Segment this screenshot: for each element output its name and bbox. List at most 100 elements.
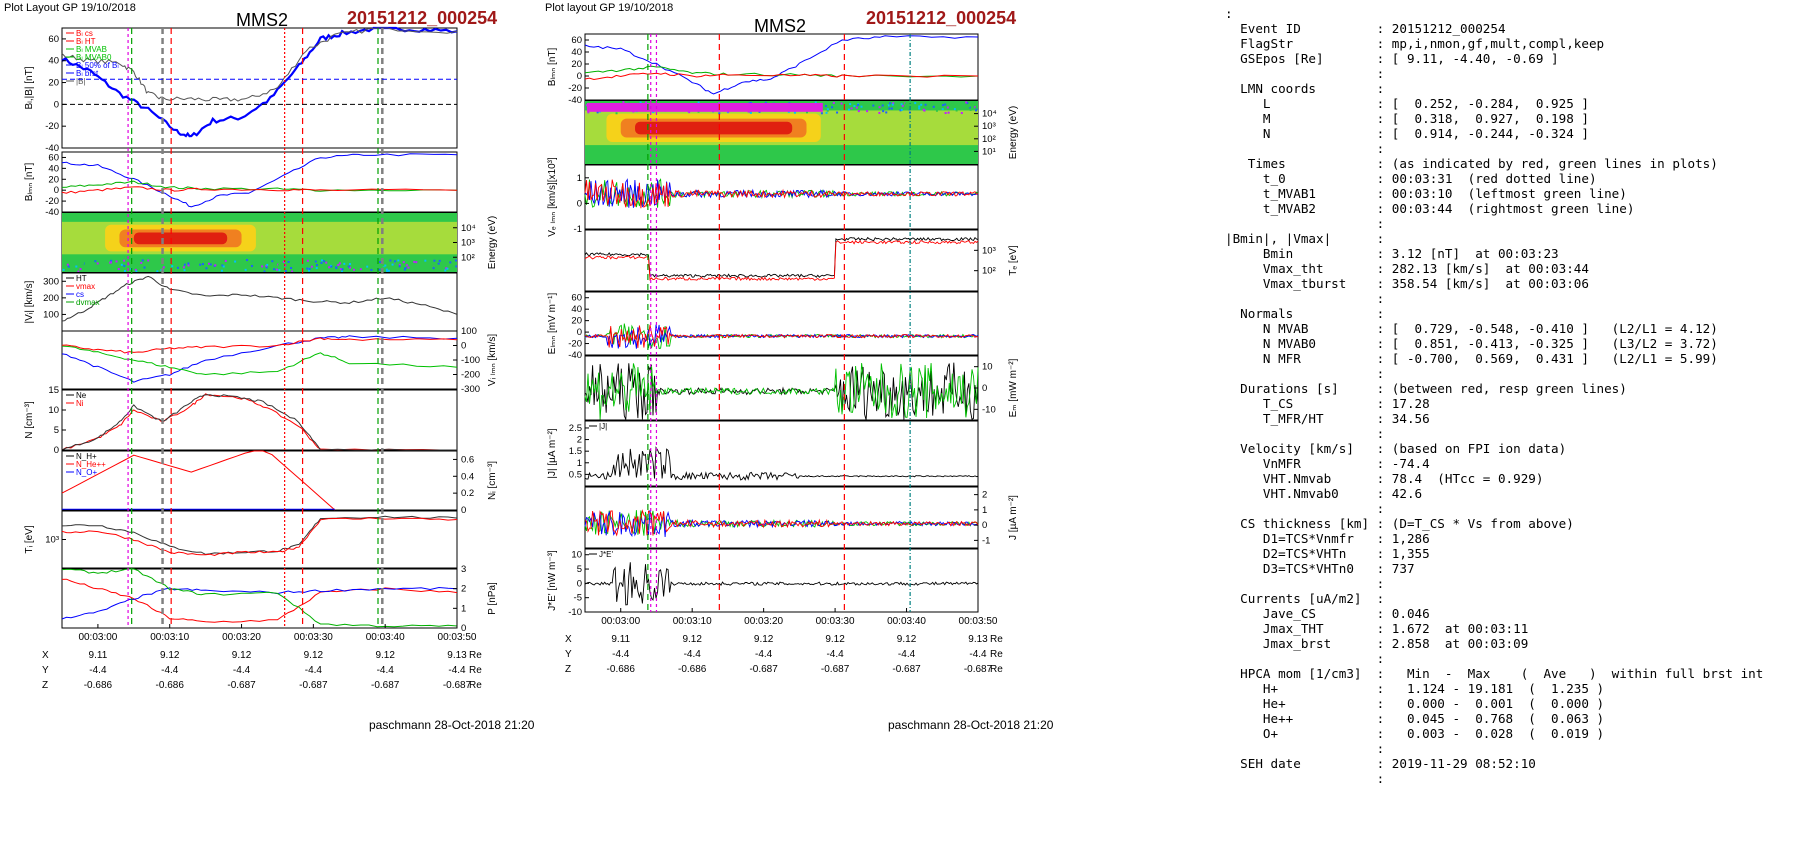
spectrogram-noise [421, 261, 424, 264]
spectrogram-noise [340, 270, 343, 272]
info-line: SEH date : 2019-11-29 08:52:10 [1240, 756, 1536, 771]
spectrogram-noise [331, 267, 334, 270]
series-line [61, 586, 458, 620]
spectrogram-noise [299, 265, 302, 268]
info-line: N : [ 0.914, -0.244, -0.324 ] [1262, 126, 1589, 141]
spectrogram-noise [394, 260, 397, 263]
time-tick-label: 00:03:40 [887, 616, 926, 627]
spectrogram-noise [82, 262, 85, 265]
series-line [61, 335, 458, 383]
info-line: CS thickness [km] : (D=T_CS * Vs from ab… [1240, 516, 1574, 531]
series-line [61, 515, 458, 555]
left-satellite-title: MMS2 [236, 10, 289, 30]
position-value: -0.686 [678, 664, 707, 675]
spectrogram-noise [209, 263, 212, 266]
y-tick-label: 10⁴ [461, 223, 476, 234]
spectrogram-noise [947, 111, 950, 114]
spectrogram-noise [445, 267, 448, 270]
spectrogram-noise [890, 107, 893, 110]
spectrogram-noise [96, 262, 99, 265]
spectrogram-noise [273, 268, 276, 271]
spectrogram-noise [123, 259, 126, 262]
spectrogram-noise [147, 259, 150, 262]
info-line: : [1376, 426, 1385, 441]
spectrogram-noise [918, 107, 921, 110]
series-line [584, 35, 979, 95]
y-tick-label: 60 [48, 152, 59, 163]
spectrogram-noise [328, 266, 331, 269]
spectrogram-noise [968, 105, 971, 108]
y-tick-label: -10 [568, 607, 582, 618]
spectrogram-noise [433, 259, 436, 262]
spectrogram-noise [176, 266, 179, 269]
position-value: 9.11 [89, 650, 108, 661]
panel-frame-JLMN [584, 486, 979, 549]
y-tick-label: 10³ [45, 535, 59, 546]
spectrogram-noise [413, 266, 416, 269]
spectrogram-noise [182, 266, 185, 269]
position-value: -0.687 [371, 680, 400, 691]
y-tick-label: -20 [568, 83, 582, 94]
spectrogram-noise [330, 265, 333, 268]
position-row-label: Y [42, 665, 49, 676]
spectrogram-noise [963, 105, 966, 108]
spectrogram-noise [882, 110, 885, 113]
spectrogram-noise [697, 101, 700, 104]
spectrogram-noise [778, 101, 781, 104]
spectrogram-noise [749, 111, 752, 114]
y-tick-label: 10² [982, 134, 996, 145]
spectrogram-noise [251, 265, 254, 268]
spectrogram-noise [793, 111, 796, 114]
position-value: 9.12 [375, 650, 395, 661]
spectrogram-noise [424, 259, 427, 262]
info-line: Bmin : 3.12 [nT] at 00:03:23 [1262, 246, 1559, 261]
spectrogram-noise [444, 269, 447, 272]
spectrogram-noise [207, 262, 210, 265]
spectrogram-noise [207, 264, 210, 267]
y-tick-label: 60 [571, 35, 582, 46]
spectrogram-noise [782, 101, 785, 104]
legend-label: Bₗ MVAB0 [76, 53, 112, 62]
position-value: -0.686 [156, 680, 185, 691]
spectrogram-noise [366, 266, 369, 269]
spectrogram-noise [135, 270, 138, 272]
info-line: Currents [uA/m2] : [1240, 591, 1385, 606]
spectrogram-noise [246, 259, 249, 262]
position-unit: Re [990, 634, 1003, 645]
spectrogram-noise [451, 264, 454, 267]
spectrogram-noise [248, 265, 251, 268]
position-value: -0.687 [749, 664, 778, 675]
spectrogram-noise [140, 266, 143, 269]
y-tick-label: 100 [43, 309, 59, 320]
spectrogram-noise [904, 102, 907, 105]
spectrogram-noise [840, 102, 843, 105]
y-tick-label: 15 [48, 385, 59, 396]
spectrogram-noise [826, 108, 829, 111]
spectrogram-noise [205, 267, 208, 270]
info-line: T_CS : 17.28 [1262, 396, 1430, 411]
y-tick-label: 0.4 [461, 471, 474, 482]
info-line: Jave_CS : 0.046 [1262, 606, 1430, 621]
spectrogram-noise [965, 101, 968, 104]
spectrogram-noise [365, 263, 368, 266]
position-value: -4.4 [377, 665, 395, 676]
y-tick-label: 10¹ [982, 146, 996, 157]
y-tick-label: 20 [571, 59, 582, 70]
spectrogram-noise [201, 263, 204, 266]
series-line [61, 345, 458, 376]
position-value: 9.12 [825, 634, 845, 645]
spectrogram-noise [117, 267, 120, 270]
info-line: D1=TCS*Vnmfr : 1,286 [1262, 531, 1430, 546]
spectrogram-noise [826, 109, 829, 112]
info-line: Vmax_tburst : 358.54 [km/s] at 00:03:06 [1262, 276, 1589, 291]
y-tick-label: -300 [461, 384, 480, 395]
spectrogram-noise [587, 111, 590, 114]
position-unit: Re [990, 664, 1003, 675]
y-tick-label: 10² [982, 266, 996, 277]
spectrogram-noise [960, 112, 963, 115]
spectrogram-noise [308, 269, 311, 272]
spectrogram-noise [923, 109, 926, 112]
y-tick-label: 10³ [461, 238, 475, 249]
spectrogram-noise [234, 260, 237, 263]
